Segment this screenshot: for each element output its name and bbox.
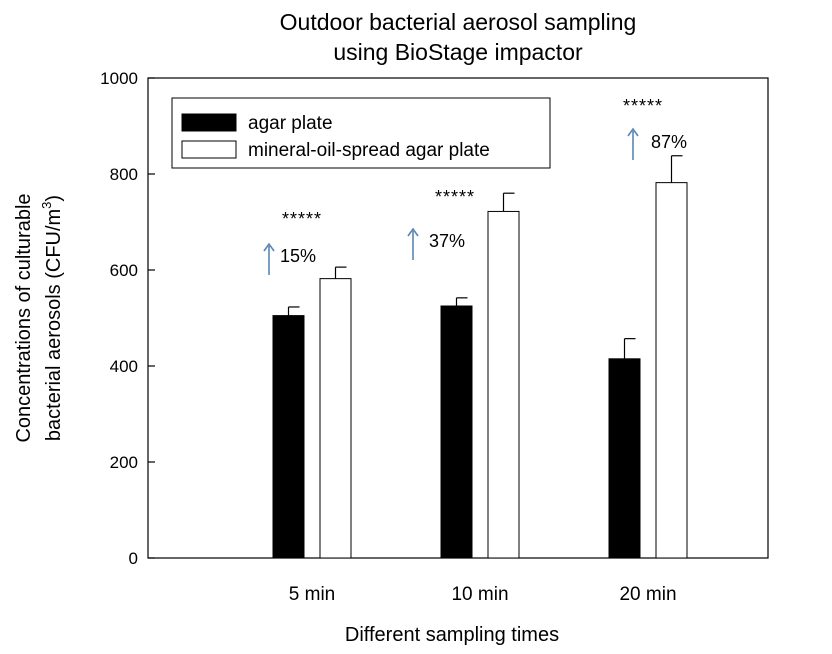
- y-tick-label: 600: [110, 261, 138, 280]
- legend-swatch-agar-plate: [181, 113, 237, 132]
- chart-title-line-2: using BioStage impactor: [333, 39, 583, 65]
- x-axis: 5 min 10 min 20 min: [289, 584, 677, 605]
- legend-label-mineral-oil: mineral-oil-spread agar plate: [248, 140, 490, 161]
- increase-percent-label: 37%: [429, 231, 465, 251]
- bar-agar-plate: [440, 305, 473, 559]
- x-tick-label: 10 min: [451, 584, 508, 605]
- y-tick-label: 800: [110, 165, 138, 184]
- bars-group: [272, 155, 688, 559]
- legend-label-agar-plate: agar plate: [248, 113, 333, 134]
- increase-arrow-head: [407, 227, 419, 237]
- y-tick-label: 1000: [100, 69, 138, 88]
- y-axis-title-superscript: 3: [39, 202, 54, 209]
- significance-stars: *****: [623, 96, 663, 116]
- increase-percent-label: 87%: [651, 132, 687, 152]
- y-tick-label: 400: [110, 357, 138, 376]
- y-axis-title-line-2: bacterial aerosols (CFU/m3): [39, 195, 65, 441]
- y-tick-label: 0: [129, 549, 138, 568]
- y-axis-title-line-1: Concentrations of culturable: [13, 193, 35, 442]
- bar-agar-plate: [272, 315, 305, 559]
- y-axis-title-unit: bacterial aerosols (CFU/m: [43, 209, 65, 441]
- increase-arrow-head: [627, 127, 639, 137]
- bar-mineral-oil: [655, 182, 688, 559]
- annotations-group: ***** 15% ***** 37% ***** 87%: [263, 96, 687, 275]
- increase-percent-label: 15%: [280, 246, 316, 266]
- x-tick-label: 5 min: [289, 584, 335, 605]
- legend-swatch-mineral-oil: [181, 140, 237, 159]
- x-tick-label: 20 min: [619, 584, 676, 605]
- y-axis-title: Concentrations of culturable bacterial a…: [13, 193, 65, 442]
- significance-stars: *****: [282, 209, 322, 229]
- y-axis: 0 200 400 600 800 1000: [100, 69, 155, 568]
- significance-stars: *****: [435, 187, 475, 207]
- y-tick-label: 200: [110, 453, 138, 472]
- bar-agar-plate: [608, 358, 641, 559]
- chart-title-line-1: Outdoor bacterial aerosol sampling: [280, 9, 637, 35]
- y-axis-title-close: ): [43, 195, 65, 202]
- bar-mineral-oil: [319, 278, 352, 559]
- legend: agar plate mineral-oil-spread agar plate: [171, 97, 551, 169]
- bar-mineral-oil: [487, 210, 520, 559]
- x-axis-title: Different sampling times: [345, 624, 559, 646]
- increase-arrow-head: [263, 242, 275, 252]
